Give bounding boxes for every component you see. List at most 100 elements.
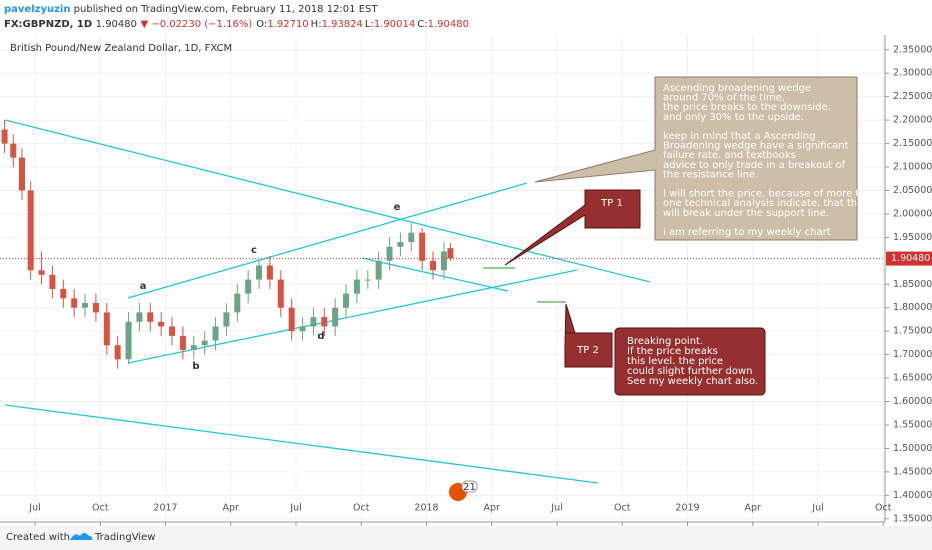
y-tick-label: 2.00000 — [893, 208, 932, 219]
wave-label: d — [317, 331, 324, 342]
tp2-label: TP 2 — [576, 345, 599, 356]
ohlc-value: 1.92710 — [267, 19, 308, 30]
ohlc-value: 1.93824 — [322, 19, 363, 30]
y-tick-label: 1.50000 — [893, 443, 932, 454]
candle-body — [169, 326, 176, 336]
change: ▼ −0.02230 (−1.16%) — [141, 19, 253, 30]
candle-body — [201, 340, 208, 346]
wedge-note-line: one technical analysis indicate, that th… — [663, 198, 891, 209]
trend-line — [4, 404, 599, 484]
ohlc-label: O: — [256, 19, 267, 30]
candle-body — [71, 298, 78, 308]
breaking-note-line: See my weekly chart also. — [627, 376, 758, 387]
x-tick-label: 2017 — [153, 503, 177, 514]
ohlc-label: H: — [311, 19, 322, 30]
candle-body — [147, 312, 154, 322]
wedge-upper — [127, 182, 528, 299]
y-tick-label: 1.65000 — [893, 373, 932, 384]
x-tick-label: Oct — [875, 503, 892, 514]
y-tick-label: 1.75000 — [893, 326, 932, 337]
wedge-note-line: Ascending broadening wedge — [663, 83, 811, 94]
y-tick-label: 2.35000 — [893, 44, 932, 55]
candle-body — [408, 232, 415, 243]
x-tick-label: Apr — [745, 503, 762, 514]
symbol: FX:GBPNZD, 1D — [4, 19, 92, 30]
tp1-box — [504, 189, 641, 266]
wedge-lower — [127, 269, 578, 364]
y-tick-label: 2.20000 — [893, 115, 932, 126]
author[interactable]: pavelzyuzin — [4, 4, 70, 15]
y-tick-label: 1.45000 — [893, 466, 932, 477]
candle-body — [60, 288, 67, 299]
candle-body — [364, 279, 371, 281]
footer-brand[interactable]: TradingView — [94, 532, 155, 543]
breaking-note-line: this level. the price — [627, 356, 723, 367]
y-tick-label: 2.30000 — [893, 68, 932, 79]
x-tick-label: 2019 — [675, 503, 699, 514]
y-tick-label: 1.80000 — [893, 302, 932, 313]
candle-body — [49, 274, 56, 289]
tradingview-logo — [70, 533, 93, 540]
x-tick-label: Oct — [353, 503, 370, 514]
wedge-note-line: i am referring to my weekly chart — [663, 227, 831, 238]
badge[interactable]: 21 — [449, 480, 478, 501]
candle-body — [343, 293, 350, 308]
candle-body — [310, 317, 317, 327]
y-tick-label: 2.25000 — [893, 91, 932, 102]
published: published on TradingView.com, February 1… — [74, 4, 379, 15]
x-tick-label: Jul — [550, 503, 562, 514]
candle-body — [245, 279, 252, 294]
footer — [0, 526, 932, 550]
wedge-note-line: I will short the price. because of more … — [663, 189, 878, 200]
candle-body — [375, 260, 382, 280]
ohlc-value: 1.90480 — [428, 19, 469, 30]
candle-body — [256, 265, 263, 280]
callouts: TP 1 TP 2 — [504, 76, 858, 396]
candle-body — [277, 279, 284, 308]
candle-body — [114, 345, 121, 360]
candle-body — [332, 307, 339, 327]
wedge-note-line: keep in mind that a Ascending — [663, 131, 816, 142]
wedge-note-line: will break under the support line. — [663, 208, 829, 219]
candle-body — [447, 248, 454, 259]
breaking-note-line: Breaking point. — [627, 336, 703, 347]
candle-body — [419, 232, 426, 261]
x-tick-label: Oct — [92, 503, 109, 514]
candle-body — [353, 279, 360, 294]
drawings — [4, 119, 651, 484]
x-tick-label: Apr — [484, 503, 501, 514]
badge-count-bg — [461, 480, 478, 493]
candle-body — [299, 326, 306, 332]
wedge-note-line: advice to only trade in a breakout of — [663, 160, 846, 171]
candle-body — [1, 129, 8, 144]
ohlc-label: L: — [365, 19, 374, 30]
x-tick-label: Jul — [28, 503, 40, 514]
chart-title: British Pound/New Zealand Dollar, 1D, FX… — [10, 43, 232, 54]
candle-body — [103, 312, 110, 346]
wedge-note-line: and only 30% to the upside. — [663, 112, 804, 123]
grid — [0, 35, 885, 522]
last-price-tag — [886, 251, 932, 266]
candle-body — [136, 312, 143, 322]
badge-count: 21 — [463, 482, 476, 493]
tp2-box — [564, 303, 613, 368]
breaking-note-line: If the price breaks — [627, 346, 718, 357]
candle-body — [234, 293, 241, 313]
y-tick-label: 1.85000 — [893, 279, 932, 290]
candle-body — [212, 326, 219, 341]
wedge-note-line: the price breaks to the downside. — [663, 102, 831, 113]
wedge-note-line: the resistance line. — [663, 169, 758, 180]
wedge-note-line: around 70% of the time, — [663, 93, 785, 104]
candle-body — [397, 242, 404, 247]
candle-body — [223, 312, 230, 327]
candle-body — [92, 303, 99, 313]
candle-body — [288, 307, 295, 332]
ohlc: O:1.92710 H:1.93824 L:1.90014 C:1.90480 — [256, 19, 469, 30]
y-tick-label: 1.35000 — [893, 513, 932, 524]
candle-body — [179, 335, 186, 350]
x-tick-label: Oct — [614, 503, 631, 514]
x-tick-label: Apr — [223, 503, 240, 514]
ohlc-value: 1.90014 — [374, 19, 415, 30]
wave-label: c — [251, 245, 257, 256]
channel-line — [361, 257, 509, 292]
